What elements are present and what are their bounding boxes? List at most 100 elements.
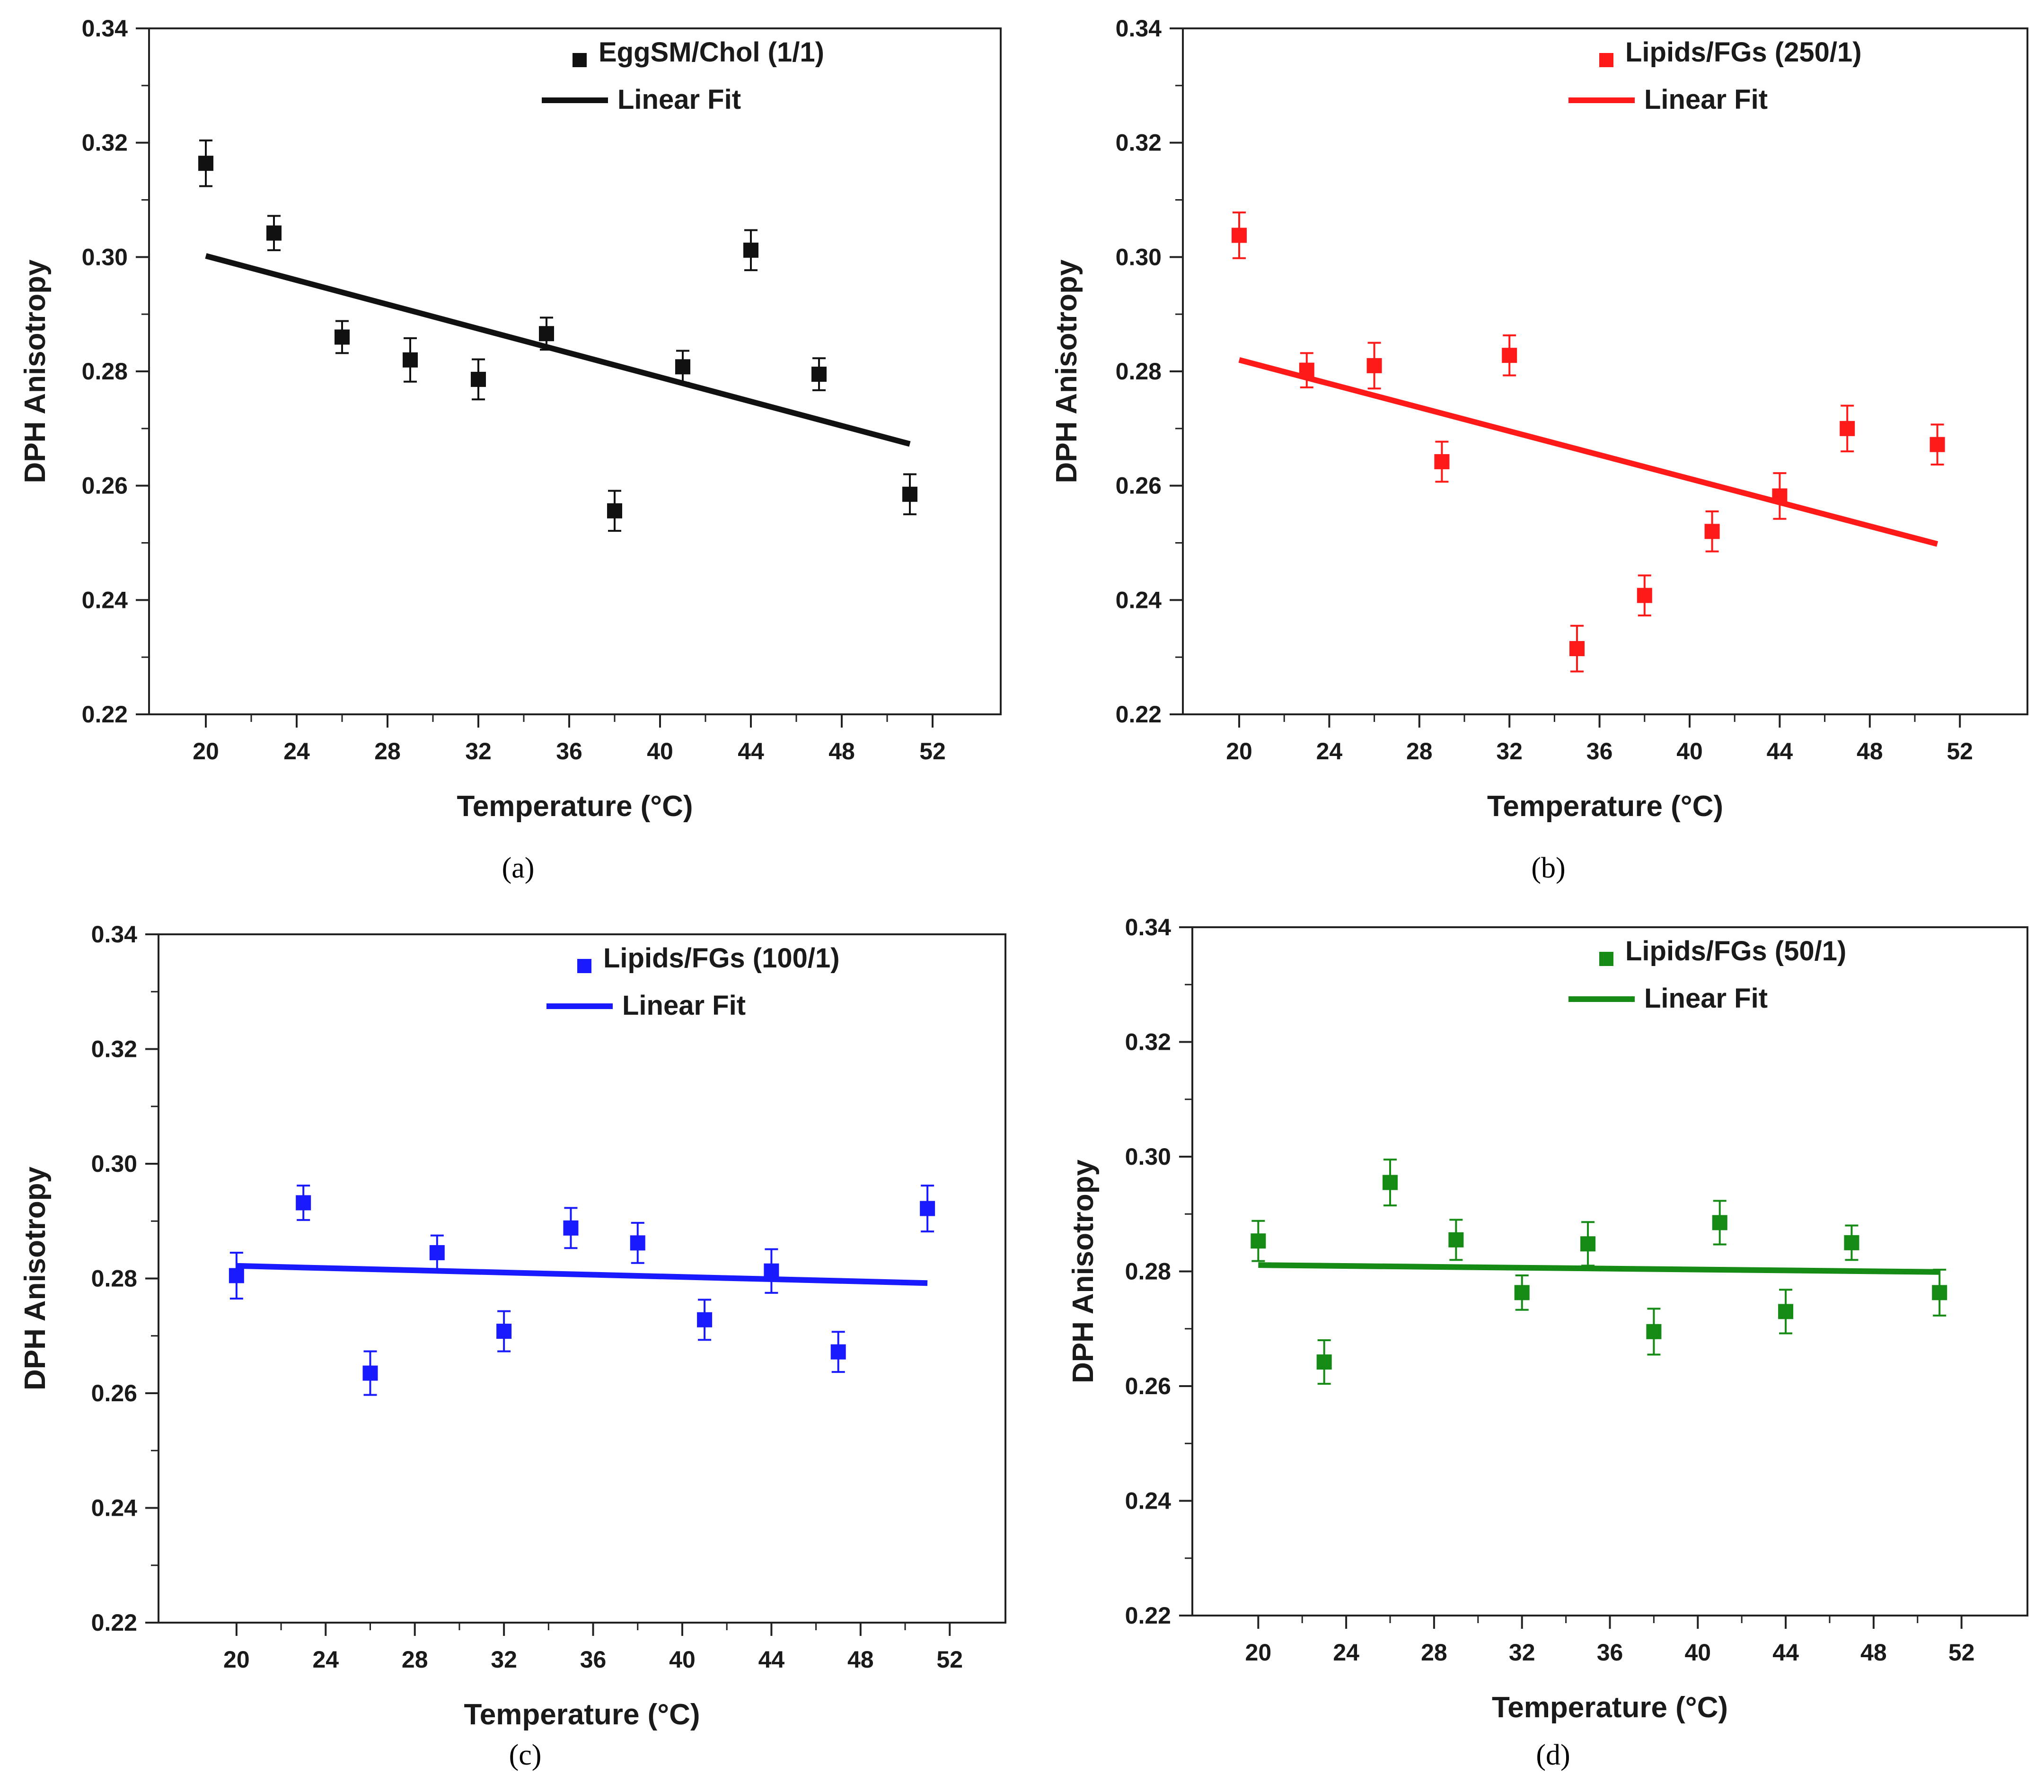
y-tick-label: 0.34 [1116,15,1162,42]
data-point [1316,1354,1332,1370]
data-point [630,1235,645,1251]
y-axis-title: DPH Anisotropy [1067,1159,1100,1383]
data-point [539,326,554,342]
data-point [563,1220,579,1236]
data-point [1712,1215,1727,1230]
data-point [1514,1285,1530,1300]
data-point [1932,1285,1947,1300]
x-tick-label: 20 [1245,1639,1272,1666]
linear-fit-line [1238,357,1938,547]
data-point [1637,588,1652,603]
x-tick-label: 32 [491,1646,517,1673]
linear-fit-line [1258,1262,1940,1275]
x-tick-label: 40 [1684,1639,1711,1666]
x-tick-label: 20 [193,738,219,764]
y-tick-label: 0.26 [1116,473,1162,499]
x-tick-label: 24 [312,1646,339,1673]
legend-fit-label: Linear Fit [1644,84,1768,115]
legend-series-label: Lipids/FGs (250/1) [1625,37,1862,68]
data-point [830,1344,846,1360]
data-point [229,1268,244,1283]
x-tick-label: 40 [647,738,673,764]
x-tick-label: 28 [1406,738,1433,764]
x-tick-label: 36 [1586,738,1613,764]
legend-fit-label: Linear Fit [1644,983,1768,1014]
chart-panel-d: 20 24 28 32 36 40 44 48 52 0.22 0.24 0.26 0.28 0.30 0.… [1067,914,2028,1771]
x-tick-label: 52 [1948,1639,1975,1666]
legend-marker [573,53,587,67]
data-point [920,1201,935,1216]
y-tick-label: 0.30 [82,244,128,270]
x-axis-title: Temperature (°C) [457,790,693,823]
y-tick-label: 0.30 [1125,1143,1171,1170]
y-tick-label: 0.22 [1116,701,1162,728]
y-tick-label: 0.32 [1116,130,1162,156]
x-tick-label: 32 [1496,738,1523,764]
data-point [1929,437,1945,452]
y-tick-label: 0.26 [1125,1373,1171,1399]
y-tick-label: 0.26 [91,1380,137,1406]
data-point [743,242,758,258]
x-tick-label: 44 [738,738,764,764]
x-tick-label: 36 [1597,1639,1623,1666]
y-tick-label: 0.34 [1125,914,1172,940]
data-point [1844,1235,1859,1250]
data-point [675,359,690,375]
y-tick-label: 0.24 [1125,1488,1172,1514]
data-point [764,1263,779,1279]
legend-series-label: EggSM/Chol (1/1) [599,37,824,68]
x-tick-label: 44 [1772,1639,1799,1666]
data-point [471,371,486,387]
x-tick-label: 24 [1333,1639,1359,1666]
legend-marker [577,959,591,973]
data-point [1251,1233,1266,1249]
data-point [1434,454,1450,469]
legend-fit-label: Linear Fit [617,84,741,115]
data-point [335,329,350,345]
data-point [1448,1232,1464,1247]
x-tick-label: 32 [465,738,492,764]
linear-fit-line [236,1263,928,1286]
y-tick-label: 0.28 [91,1265,137,1292]
y-axis-title: DPH Anisotropy [1050,259,1083,483]
y-tick-label: 0.30 [1116,244,1162,270]
y-tick-label: 0.28 [1125,1258,1171,1285]
x-tick-label: 24 [283,738,310,764]
x-tick-label: 28 [402,1646,428,1673]
data-point [1366,358,1382,373]
data-point [1772,488,1788,504]
y-tick-label: 0.28 [82,358,128,385]
data-point [1502,348,1517,363]
linear-fit-line [205,253,911,447]
x-tick-label: 52 [936,1646,963,1673]
x-tick-label: 28 [1421,1639,1447,1666]
data-point [1299,362,1314,378]
x-tick-label: 52 [1947,738,1973,764]
x-tick-label: 44 [758,1646,785,1673]
data-point [1569,641,1585,657]
x-tick-label: 36 [556,738,582,764]
data-point [403,352,418,368]
data-point [296,1195,311,1211]
data-point [811,367,827,382]
y-tick-label: 0.26 [82,473,128,499]
y-tick-label: 0.34 [91,921,138,948]
y-tick-label: 0.22 [91,1609,137,1636]
data-point [697,1312,713,1327]
x-tick-label: 40 [1676,738,1703,764]
legend-series-label: Lipids/FGs (50/1) [1625,936,1846,966]
x-tick-label: 44 [1767,738,1793,764]
panel-caption: (d) [1536,1739,1570,1771]
data-point [1840,421,1855,436]
y-tick-label: 0.24 [1116,587,1162,613]
legend-marker [1599,53,1613,67]
y-tick-label: 0.22 [1125,1602,1171,1629]
y-tick-label: 0.32 [1125,1029,1171,1055]
chart-panel-c: 20 24 28 32 36 40 44 48 52 0.22 0.24 0.26 0.28 0.30 0.… [19,921,1006,1771]
data-point [362,1365,378,1381]
legend-marker [1599,952,1613,966]
x-tick-label: 24 [1316,738,1343,764]
chart-panel-a: 20 24 28 32 36 40 44 48 52 0.22 0.24 0.26 0.28 0.30 0.… [19,15,1002,884]
data-point [607,503,622,518]
legend-series-label: Lipids/FGs (100/1) [603,943,840,974]
